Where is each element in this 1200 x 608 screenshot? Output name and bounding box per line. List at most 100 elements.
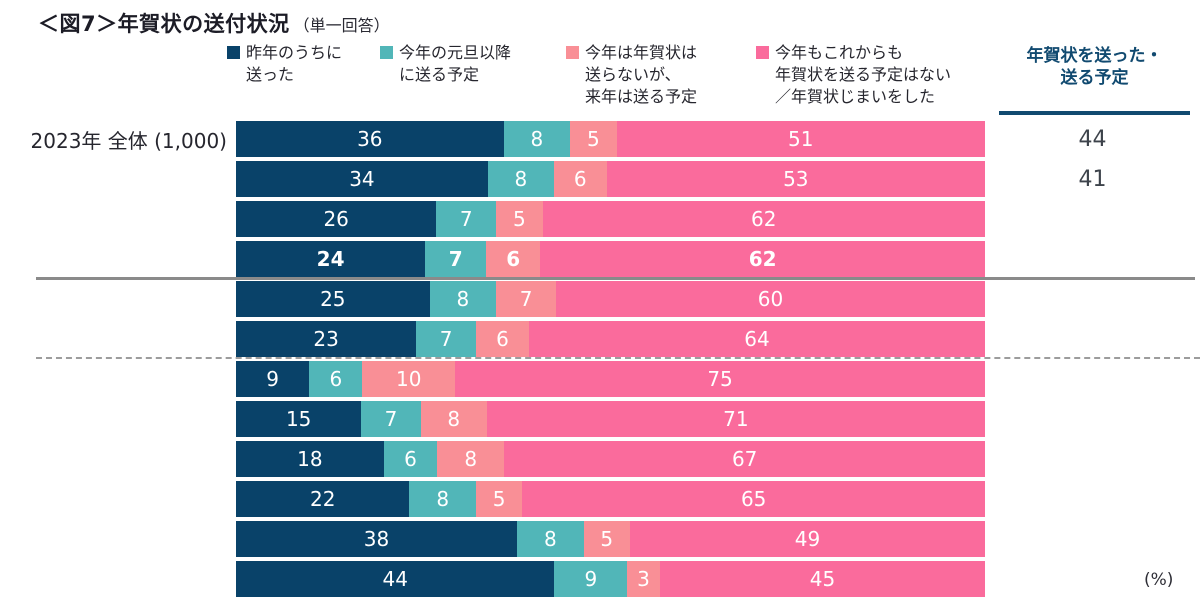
bar-segment: 6 [309,361,363,397]
bar-segment: 18 [236,441,384,477]
bar-segment-value: 8 [456,287,470,311]
sent-total-value [985,441,1200,477]
bar-segment-value: 6 [496,327,509,351]
bar-segment-value: 6 [329,367,343,391]
stacked-bar: 9 6 10 75 [236,361,985,397]
row-label: 2023年 全体 (1,000) [30,128,227,153]
bar-segment: 62 [540,241,985,277]
percent-unit-label: (%) [1144,570,1174,590]
row-label [36,481,236,517]
bar-segment: 24 [236,241,426,277]
bar-segment-value: 71 [723,407,749,431]
bar-segment-value: 23 [313,327,339,351]
row-label [36,201,236,237]
bar-segment: 7 [436,201,497,237]
stacked-bar: 34 8 6 53 [236,161,985,197]
bar-segment: 22 [236,481,410,517]
sent-total-value [985,481,1200,517]
bar-segment: 64 [529,321,985,357]
bar-segment-value: 6 [506,247,521,271]
chart-row: 44 9 3 45 [36,561,1200,597]
legend-swatch-icon [566,46,579,59]
bar-segment: 53 [606,161,985,197]
bar-segment: 6 [383,441,438,477]
stacked-bar: 38 8 5 49 [236,521,985,557]
bar-segment: 44 [236,561,555,597]
sent-total-value [985,361,1200,397]
row-label [36,401,236,437]
bar-segment-value: 5 [512,207,526,231]
bar-segment-value: 25 [320,287,346,311]
chart-row: 34 8 6 53 41 [36,161,1200,197]
bar-segment: 6 [553,161,607,197]
bar-segment: 5 [583,521,630,557]
legend-item: 今年もこれからも 年賀状を送る予定はない ／年賀状じまいをした [756,42,951,108]
chart-row: 25 8 7 60 [36,281,1200,317]
bar-segment-value: 24 [316,247,345,271]
chart-row: 9 6 10 75 [36,361,1200,397]
bar-segment-value: 5 [492,487,506,511]
bar-segment-value: 67 [731,447,758,471]
bar-segment-value: 9 [266,367,279,391]
sent-total-column-header: 年賀状を送った・ 送る予定 [999,45,1190,115]
legend-swatch-icon [756,46,769,59]
bar-segment-value: 9 [584,567,598,591]
bar-segment: 10 [362,361,456,397]
bar-segment-value: 51 [788,127,814,151]
bar-segment: 7 [496,281,556,317]
bar-segment: 36 [236,121,504,157]
row-label [36,281,236,317]
bar-segment: 8 [517,521,584,557]
chart-row: 18 6 8 67 [36,441,1200,477]
bar-segment-value: 36 [357,127,383,151]
bar-segment-value: 34 [349,167,375,191]
bar-segment: 60 [555,281,985,317]
bar-segment-value: 45 [809,567,836,591]
bar-segment: 5 [475,481,523,517]
bar-segment: 45 [659,561,986,597]
bar-segment-value: 8 [436,487,450,511]
bar-segment-value: 7 [439,327,453,351]
legend-label: 今年は年賀状は 送らないが、 来年は送る予定 [585,43,698,106]
bar-segment-value: 64 [744,327,770,351]
bar-segment: 8 [429,281,497,317]
bar-segment-value: 8 [447,407,461,431]
sent-total-value [985,201,1200,237]
bar-segment-value: 5 [600,527,614,551]
bar-segment: 71 [486,401,985,437]
bar-segment-value: 62 [748,247,777,271]
bar-segment: 9 [236,361,310,397]
sent-total-value [985,241,1200,277]
bar-segment: 5 [496,201,543,237]
bar-segment-value: 8 [530,127,544,151]
chart-title-main: ＜図7＞年賀状の送付状況 [38,12,290,36]
bar-segment: 8 [409,481,476,517]
stacked-bar: 36 8 5 51 [236,121,985,157]
bar-segment: 51 [616,121,985,157]
bar-segment-value: 18 [297,447,323,471]
bar-segment-value: 22 [309,487,336,511]
bar-segment-value: 6 [573,167,587,191]
bar-segment: 8 [420,401,487,437]
bar-segment-value: 5 [586,127,600,151]
bar-segment-value: 3 [637,567,650,591]
bar-segment-value: 26 [323,207,349,231]
chart-row: 22 8 5 65 [36,481,1200,517]
legend-item: 今年の元旦以降 に送る予定 [380,42,511,86]
bar-segment-value: 7 [459,207,473,231]
stacked-bar: 23 7 6 64 [236,321,985,357]
bar-segment: 62 [542,201,985,237]
legend-label: 今年の元旦以降 に送る予定 [399,43,512,84]
legend-swatch-icon [227,46,240,59]
sent-total-value [985,321,1200,357]
bar-segment: 65 [522,481,985,517]
legend-label: 昨年のうちに 送った [246,43,343,84]
bar-segment-value: 7 [384,407,398,431]
bar-segment: 7 [361,401,421,437]
bar-segment-value: 8 [543,527,557,551]
bar-segment-value: 44 [382,567,408,591]
sent-total-value: 44 [1078,126,1107,152]
bar-segment-value: 49 [794,527,821,551]
bar-segment: 7 [416,321,476,357]
row-label [36,361,236,397]
